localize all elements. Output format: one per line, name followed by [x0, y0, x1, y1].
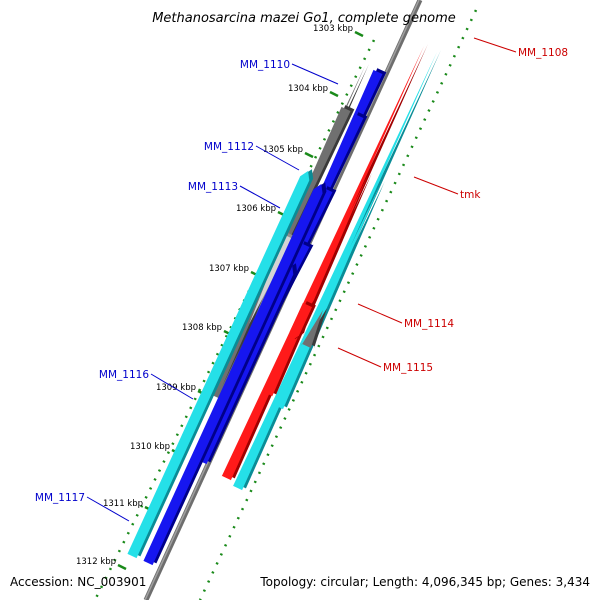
gene-arrow: [273, 183, 381, 411]
leader-line: [239, 185, 281, 209]
tick-label: 1306 kbp: [236, 204, 276, 214]
gene-g-1114[interactable]: [301, 308, 327, 350]
tick-6: 1309 kbp: [156, 383, 207, 397]
map-title: Methanosarcina mazei Go1, complete genom…: [152, 11, 456, 26]
gene-label-g-1116[interactable]: MM_1116: [99, 369, 194, 400]
gene-label-g-tmk[interactable]: tmk: [413, 176, 481, 201]
tick-label: 1304 kbp: [288, 84, 328, 94]
leader-line: [337, 347, 382, 368]
tick-3: 1306 kbp: [236, 204, 287, 218]
gene-arrow: [301, 310, 323, 350]
gene-g-1108[interactable]: [221, 44, 428, 482]
gene-arrow: [262, 175, 368, 398]
tick-1: 1304 kbp: [288, 84, 339, 98]
leader-line: [86, 496, 130, 522]
gene-label-text: MM_1110: [240, 59, 290, 71]
tick-label: 1305 kbp: [263, 145, 303, 155]
gene-label-g-1108[interactable]: MM_1108: [473, 37, 568, 59]
leader-line: [357, 303, 403, 324]
tick-label: 1308 kbp: [182, 323, 222, 333]
leader-line: [150, 373, 194, 400]
tick-label: 1309 kbp: [156, 383, 196, 393]
gene-arrow: [221, 46, 424, 482]
gene-label-text: MM_1117: [35, 492, 85, 504]
gene-label-text: tmk: [460, 189, 481, 201]
genome-summary-text: Topology: circular; Length: 4,096,345 bp…: [259, 575, 590, 589]
tick-label: 1310 kbp: [130, 442, 170, 452]
accession-text: Accession: NC_003901: [10, 575, 146, 589]
tick-mark: [354, 30, 364, 38]
gene-label-text: MM_1114: [404, 318, 454, 330]
tick-mark: [329, 90, 339, 98]
tick-label: 1303 kbp: [313, 24, 353, 34]
gene-label-text: MM_1113: [188, 181, 238, 193]
gene-label-text: MM_1108: [518, 47, 568, 59]
gene-g-1117[interactable]: [143, 182, 327, 566]
gene-g-tmk[interactable]: [273, 181, 385, 411]
gene-label-g-1110[interactable]: MM_1110: [240, 59, 339, 85]
tick-0: 1303 kbp: [313, 24, 364, 38]
gene-label-g-1113[interactable]: MM_1113: [188, 181, 281, 209]
tick-8: 1311 kbp: [103, 499, 154, 513]
gene-label-g-1117[interactable]: MM_1117: [35, 492, 130, 522]
kbp-ticks: 1303 kbp 1304 kbp 1305 kbp 1306 kbp 1307 kbp…: [76, 24, 364, 571]
tick-track-plus: [93, 39, 376, 600]
gene-features: [127, 44, 441, 566]
gene-label-text: MM_1112: [204, 141, 254, 153]
gene-g-1117c[interactable]: [127, 169, 314, 559]
gene-label-g-1112[interactable]: MM_1112: [204, 141, 300, 171]
gene-label-text: MM_1115: [383, 362, 433, 374]
tick-4: 1307 kbp: [209, 264, 260, 278]
leader-line: [413, 176, 459, 195]
tick-label: 1311 kbp: [103, 499, 143, 509]
gene-label-g-1114[interactable]: MM_1114: [357, 303, 454, 330]
gene-label-g-1115[interactable]: MM_1115: [337, 347, 433, 374]
leader-line: [473, 37, 517, 53]
gene-arrow: [127, 171, 310, 559]
tick-2: 1305 kbp: [263, 145, 314, 159]
tick-mark: [117, 563, 127, 571]
gene-arrow: [232, 52, 437, 492]
gene-g-1115[interactable]: [289, 301, 316, 341]
tick-mark: [304, 151, 314, 159]
gene-arrow: [289, 302, 313, 341]
gene-arrow: [143, 184, 323, 566]
tick-label: 1307 kbp: [209, 264, 249, 274]
leader-line: [255, 145, 300, 171]
leader-line: [291, 63, 339, 85]
gene-label-text: MM_1116: [99, 369, 149, 381]
tick-5: 1308 kbp: [182, 323, 233, 337]
tick-label: 1312 kbp: [76, 557, 116, 567]
gene-g-tmk-r[interactable]: [262, 173, 372, 398]
tick-9: 1312 kbp: [76, 557, 127, 571]
